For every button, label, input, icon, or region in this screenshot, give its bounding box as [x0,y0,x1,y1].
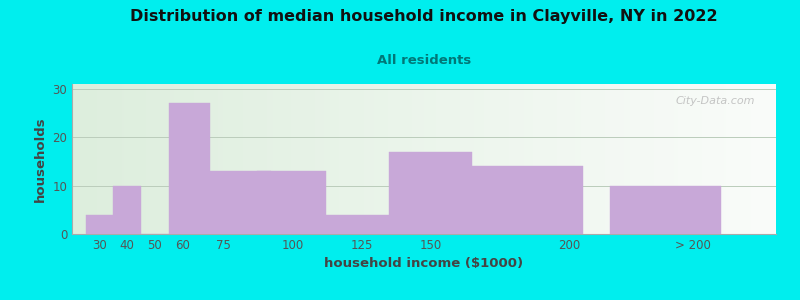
Bar [390,152,472,234]
Bar [257,171,326,234]
Bar [472,166,582,234]
X-axis label: household income ($1000): household income ($1000) [325,257,523,270]
Bar [202,171,270,234]
Bar [169,103,210,234]
Text: City-Data.com: City-Data.com [675,96,755,106]
Bar [114,186,141,234]
Text: All residents: All residents [377,54,471,67]
Bar [86,214,114,234]
Bar [610,186,721,234]
Bar [326,214,395,234]
Text: Distribution of median household income in Clayville, NY in 2022: Distribution of median household income … [130,9,718,24]
Y-axis label: households: households [34,116,46,202]
